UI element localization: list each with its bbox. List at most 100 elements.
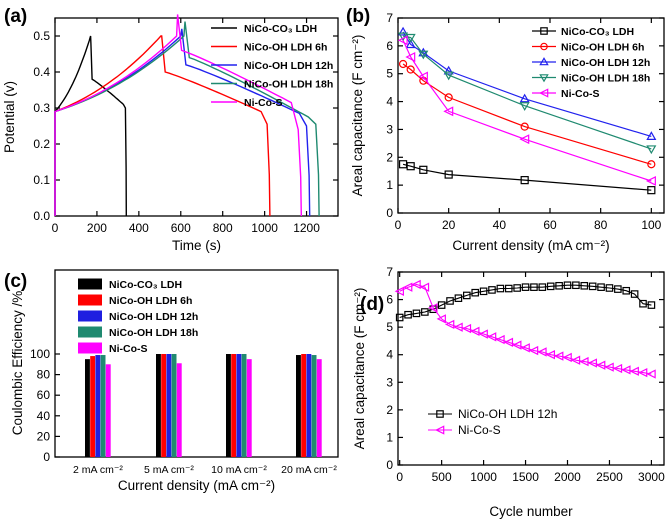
panel-label-d: (d) bbox=[360, 294, 384, 315]
panel-c-xtick-label: 2 mA cm⁻² bbox=[73, 464, 123, 476]
panel-d-point bbox=[580, 281, 589, 290]
panel-b-series-line bbox=[402, 163, 652, 191]
panel-b-series-line bbox=[402, 35, 652, 150]
panel-b-point bbox=[520, 122, 529, 131]
panel-d-legend-marker bbox=[434, 425, 445, 435]
panel-c-bar bbox=[171, 354, 177, 457]
panel-c-bar bbox=[161, 354, 167, 457]
panel-b-ytick-label: 2 bbox=[386, 150, 393, 164]
panel-b-legend-label: NiCo-CO₃ LDH bbox=[561, 26, 634, 38]
panel-c-xlabel: Current density (mA cm⁻²) bbox=[118, 478, 275, 493]
panel-b-point bbox=[646, 145, 657, 155]
panel-c-bar bbox=[231, 354, 237, 457]
panel-c-bar bbox=[226, 354, 231, 457]
panel-c-bar bbox=[306, 354, 312, 457]
panel-a-ytick-label: 0.5 bbox=[33, 29, 50, 43]
panel-c-ytick-label: 40 bbox=[37, 409, 51, 423]
panel-c-ytick-label: 100 bbox=[30, 347, 50, 361]
panel-a-xtick-label: 0 bbox=[52, 221, 59, 235]
panel-d-point bbox=[513, 284, 521, 292]
panel-d-point bbox=[604, 362, 614, 372]
panel-d-point bbox=[436, 314, 446, 324]
panel-b-point bbox=[418, 50, 429, 60]
panel-d-legend-label: Ni-Co-S bbox=[458, 423, 501, 437]
panel-c-ytick-label: 20 bbox=[37, 429, 51, 443]
panel-a-legend-label: NiCo-OH LDH 12h bbox=[244, 60, 333, 72]
panel-b-point bbox=[646, 131, 657, 140]
panel-a-xtick-label: 1000 bbox=[251, 221, 278, 235]
panel-b-ytick-label: 7 bbox=[386, 11, 393, 25]
panel-b-legend-label: NiCo-OH LDH 18h bbox=[561, 73, 650, 85]
panel-d-point bbox=[614, 285, 622, 293]
panel-b-legend-label: NiCo-OH LDH 12h bbox=[561, 57, 650, 69]
panel-c-ytick-label: 60 bbox=[37, 388, 51, 402]
panel-b-point bbox=[519, 134, 530, 145]
panel-b-point bbox=[398, 26, 409, 36]
panel-c-bar bbox=[311, 355, 317, 457]
panel-d-point bbox=[587, 358, 597, 368]
panel-b-point bbox=[443, 65, 454, 75]
panel-d-frame bbox=[397, 271, 665, 466]
panel-b-point bbox=[519, 93, 530, 103]
panel-d-point bbox=[503, 337, 514, 347]
panel-d-point bbox=[412, 309, 421, 318]
panel-b-xtick-label: 60 bbox=[543, 218, 557, 232]
panel-a-xtick-label: 200 bbox=[87, 221, 107, 235]
panel-c-bar bbox=[166, 354, 172, 457]
panel-d-legend-label: NiCo-OH LDH 12h bbox=[458, 407, 557, 421]
panel-b-legend-label: Ni-Co-S bbox=[561, 88, 600, 100]
panel-b-point bbox=[443, 71, 454, 81]
panel-a-series-line bbox=[54, 21, 320, 217]
panel-d-point bbox=[453, 322, 463, 332]
panel-b-point bbox=[519, 102, 530, 111]
panel-c-legend-label: NiCo-OH LDH 6h bbox=[109, 295, 192, 307]
panel-d-point bbox=[419, 282, 430, 292]
panel-d-point bbox=[463, 291, 471, 300]
panel-a-xtick-label: 600 bbox=[171, 221, 191, 235]
panel-d-point bbox=[630, 290, 639, 298]
panel-c-legend-swatch bbox=[78, 310, 102, 322]
panel-a-xtick-label: 1200 bbox=[293, 221, 320, 235]
panel-c-legend-label: NiCo-CO₃ LDH bbox=[109, 279, 182, 291]
panel-d-point bbox=[411, 279, 421, 290]
panel-d-point bbox=[622, 286, 631, 295]
panel-c-xtick-label: 20 mA cm⁻² bbox=[281, 464, 337, 476]
panel-b-legend-marker bbox=[540, 42, 548, 51]
panel-a-legend-label: NiCo-CO₃ LDH bbox=[244, 23, 317, 35]
panel-b-point bbox=[398, 59, 408, 69]
panel-d-point bbox=[461, 323, 472, 334]
panel-d-ytick-label: 0 bbox=[386, 458, 393, 472]
panel-d-point bbox=[639, 299, 647, 308]
panel-a-xtick-label: 800 bbox=[213, 221, 233, 235]
panel-d-point bbox=[596, 360, 606, 370]
panel-d-point bbox=[394, 286, 404, 296]
panel-d-ytick-label: 3 bbox=[386, 375, 393, 389]
panel-c-frame bbox=[54, 269, 339, 458]
panel-d-point bbox=[428, 303, 438, 313]
panel-c-bar bbox=[156, 354, 161, 457]
panel-b-point bbox=[520, 176, 529, 185]
panel-d-point bbox=[488, 286, 496, 294]
panel-d-point bbox=[621, 365, 631, 375]
panel-b-legend-marker bbox=[539, 74, 549, 83]
panel-d-xtick-label: 0 bbox=[396, 470, 403, 484]
panel-d-point bbox=[570, 355, 581, 365]
panel-b-ytick-label: 1 bbox=[386, 178, 393, 192]
panel-b-legend-marker bbox=[539, 57, 549, 66]
panel-c-bar bbox=[301, 354, 307, 457]
panel-c-bar bbox=[296, 355, 301, 457]
panel-c-legend-swatch bbox=[78, 294, 102, 306]
panel-a-series-line bbox=[54, 14, 302, 217]
panel-c-xtick-label: 10 mA cm⁻² bbox=[211, 464, 267, 476]
panel-d-point bbox=[470, 326, 480, 336]
panel-c-legend-swatch bbox=[78, 278, 102, 290]
panel-a-ytick-label: 0.1 bbox=[33, 173, 50, 187]
panel-b-xtick-label: 40 bbox=[493, 218, 507, 232]
panel-c-bar bbox=[241, 354, 247, 457]
panel-d-xtick-label: 3000 bbox=[638, 470, 665, 484]
panel-c-ytick-label: 0 bbox=[43, 450, 50, 464]
panel-d-chart: 0 500 1000 1500 2000 2500 3000 0 1 2 3 4 5 6 7 Cycle nu… bbox=[352, 265, 665, 519]
panel-a-series-line bbox=[54, 35, 271, 217]
panel-d-point bbox=[495, 334, 505, 345]
panel-b-ytick-label: 0 bbox=[386, 206, 393, 220]
